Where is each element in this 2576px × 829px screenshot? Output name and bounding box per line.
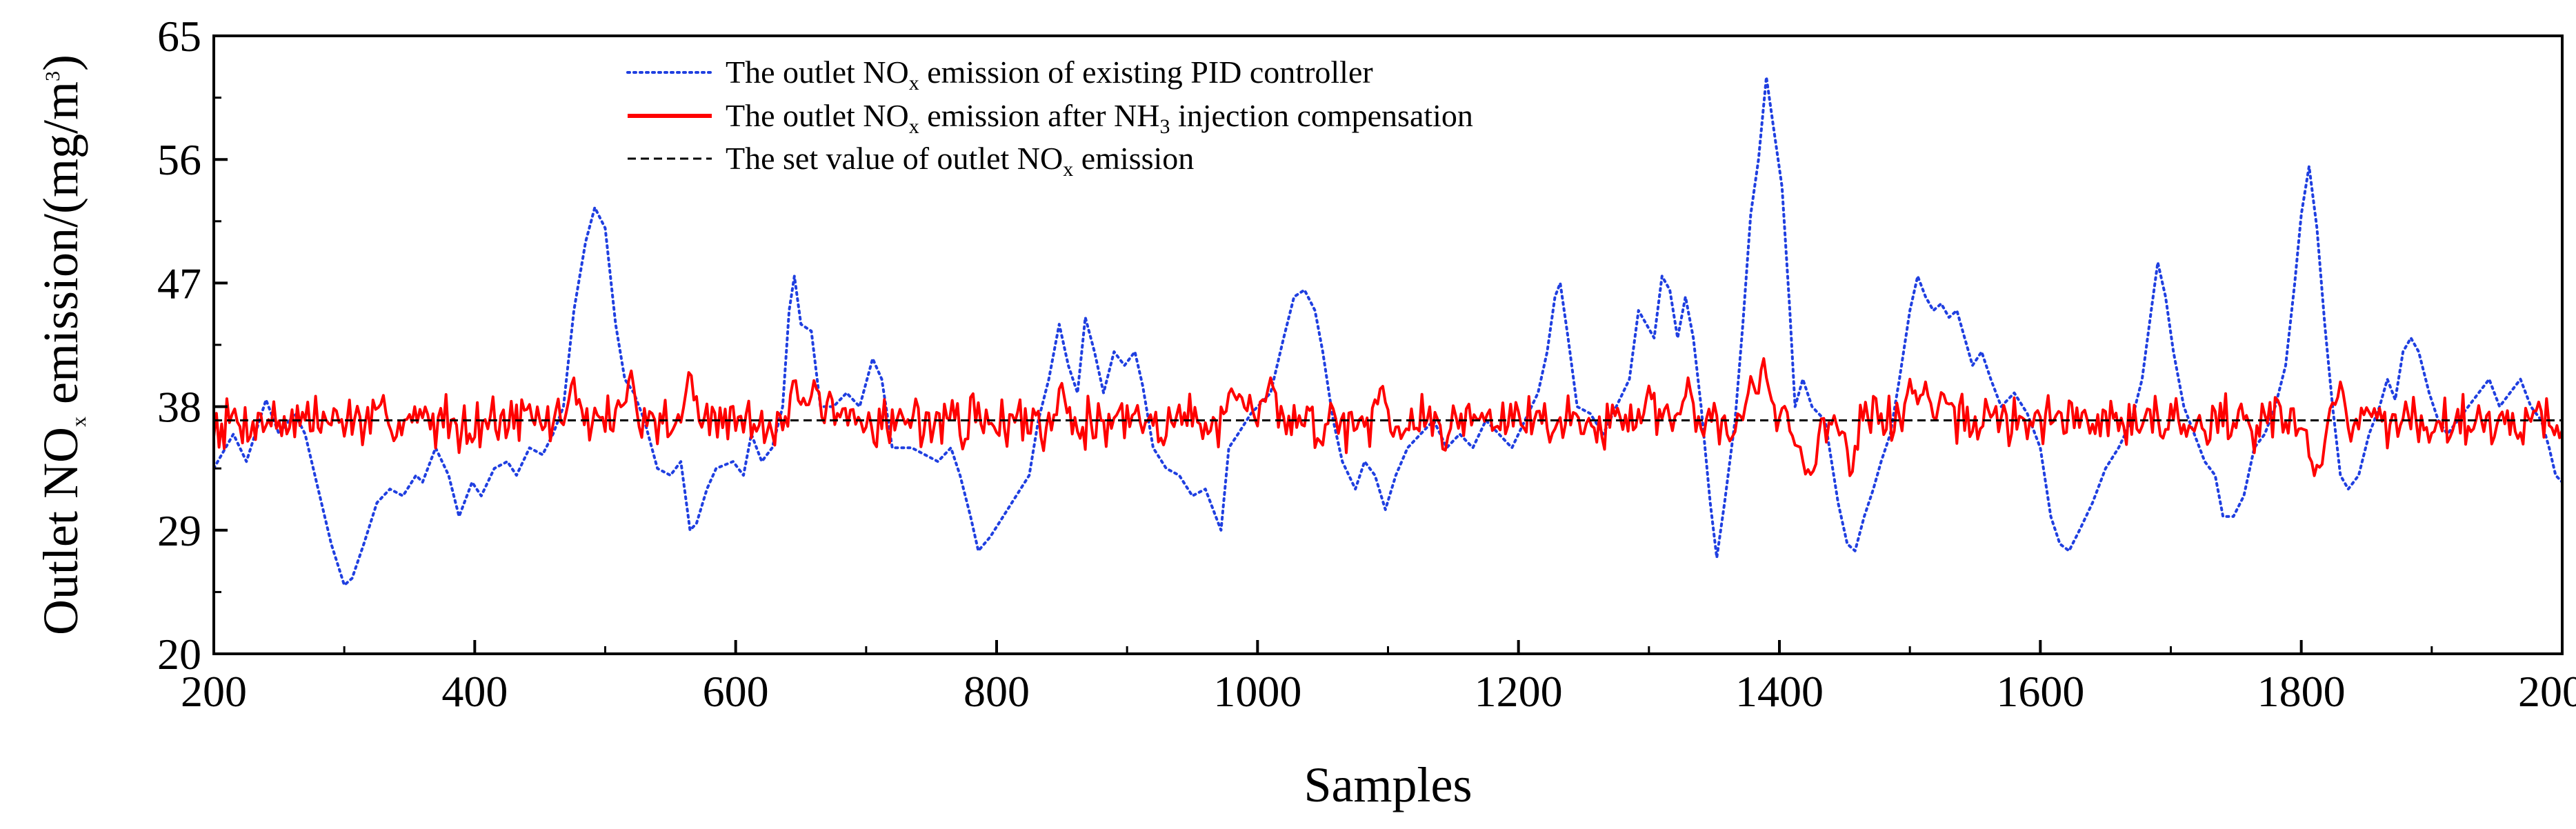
x-axis-label: Samples: [1304, 757, 1472, 812]
legend-label-comp: The outlet NOx emission after NH3 inject…: [726, 98, 1473, 138]
x-tick-label: 1200: [1475, 667, 1563, 716]
legend: The outlet NOx emission of existing PID …: [626, 54, 1473, 181]
x-tick-label: 200: [181, 667, 247, 716]
series-layer: [212, 75, 2564, 587]
x-tick-label: 400: [441, 667, 508, 716]
legend-label-pid: The outlet NOx emission of existing PID …: [726, 54, 1373, 94]
y-tick-label: 47: [157, 259, 201, 308]
x-tick-label: 800: [963, 667, 1030, 716]
y-tick-label: 65: [157, 12, 201, 61]
y-tick-label: 20: [157, 630, 201, 679]
x-tick-label: 2000: [2518, 667, 2576, 716]
y-tick-label: 29: [157, 506, 201, 555]
y-axis: 20 29 38 47 56 65: [157, 12, 228, 679]
x-axis: 200 400 600 800 1000 1200 1400 1600 1800 2000: [181, 640, 2576, 716]
x-tick-label: 1400: [1735, 667, 1824, 716]
x-tick-label: 1600: [1996, 667, 2084, 716]
x-tick-label: 1800: [2257, 667, 2346, 716]
y-axis-label: Outlet NOx emission/(mg/m3): [33, 54, 90, 635]
x-tick-label: 1000: [1213, 667, 1301, 716]
x-tick-label: 600: [703, 667, 769, 716]
series-line-0: [212, 75, 2564, 587]
y-tick-label: 56: [157, 135, 201, 184]
legend-label-set: The set value of outlet NOx emission: [726, 141, 1194, 181]
series-line-1: [212, 357, 2564, 477]
y-tick-label: 38: [157, 383, 201, 432]
